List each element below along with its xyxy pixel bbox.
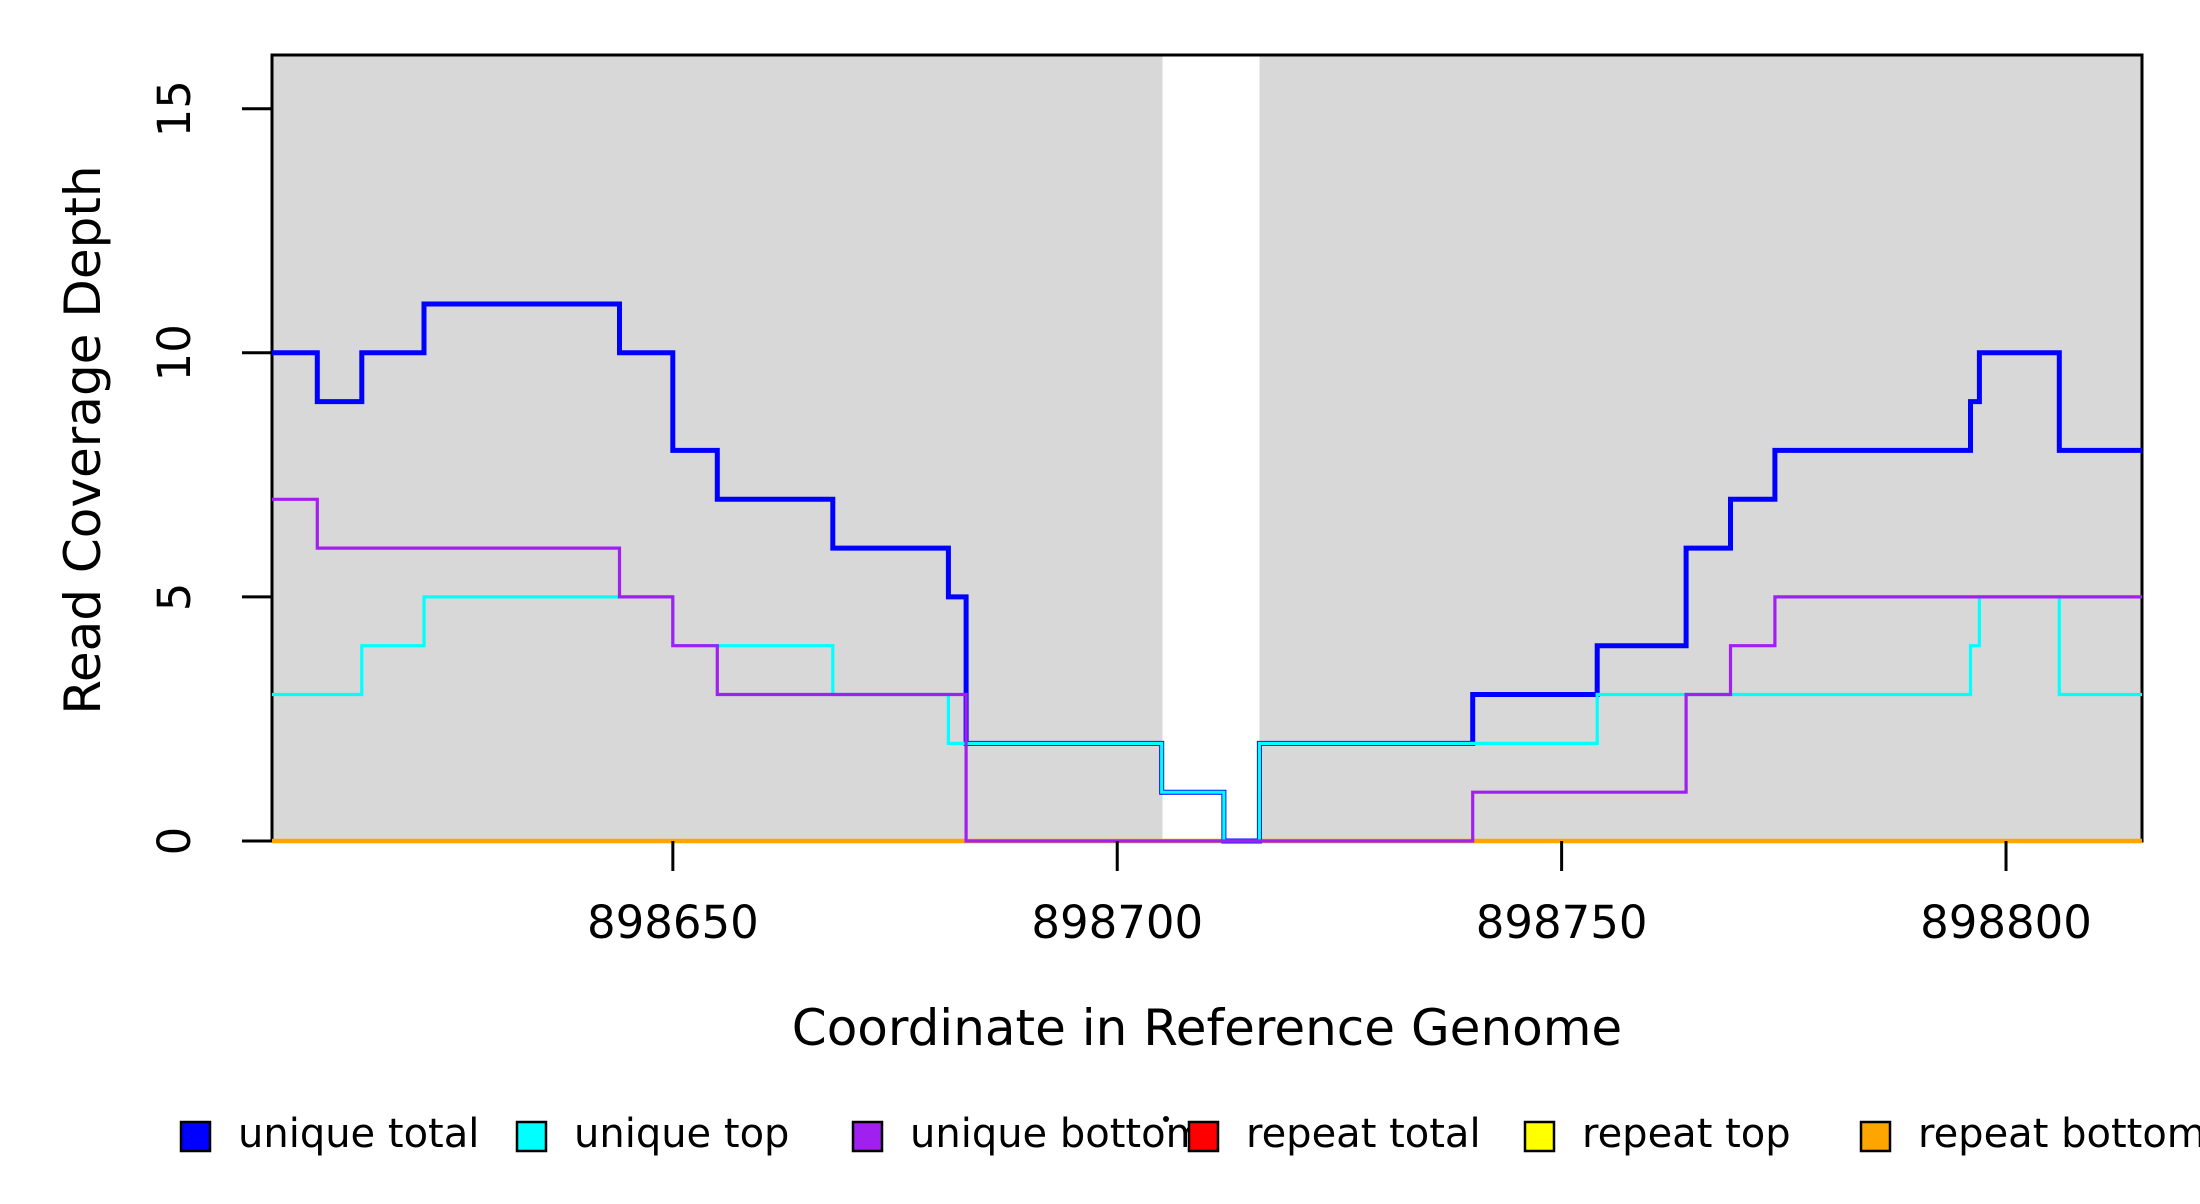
legend-label: repeat top: [1582, 1111, 1791, 1157]
y-tick-label: 10: [148, 324, 201, 381]
legend-item: repeat top: [1523, 1111, 1791, 1157]
stray-dot: [1163, 1116, 1169, 1122]
legend: unique total unique top unique bottom repea…: [179, 1111, 2200, 1157]
y-tick-label: 5: [148, 583, 201, 612]
legend-swatch-unique-top: [515, 1120, 548, 1153]
legend-swatch-unique-bottom: [851, 1120, 884, 1153]
legend-item: unique top: [515, 1111, 789, 1157]
legend-swatch-repeat-bottom: [1859, 1120, 1892, 1153]
unshaded-gap-region: [1162, 54, 1260, 842]
legend-item: unique bottom: [851, 1111, 1205, 1157]
y-tick-label: 0: [148, 827, 201, 856]
y-tick-label: 15: [148, 80, 201, 137]
legend-label: repeat bottom: [1918, 1111, 2200, 1157]
y-axis: 0 5 10 15: [148, 80, 272, 855]
x-tick-label: 898700: [1031, 896, 1203, 949]
y-axis-title: Read Coverage Depth: [54, 165, 112, 714]
legend-swatch-unique-total: [179, 1120, 212, 1153]
legend-item: unique total: [179, 1111, 479, 1157]
series-lines: [272, 301, 2142, 844]
legend-swatch-repeat-top: [1523, 1120, 1556, 1153]
legend-item: repeat bottom: [1859, 1111, 2200, 1157]
x-tick-label: 898650: [587, 896, 759, 949]
x-tick-label: 898750: [1476, 896, 1648, 949]
series-line-unique-bottom: [272, 497, 2142, 843]
x-axis: 898650 898700 898750 898800: [587, 841, 2092, 949]
legend-label: unique top: [574, 1111, 789, 1157]
legend-swatch-repeat-total: [1187, 1120, 1220, 1153]
x-axis-title: Coordinate in Reference Genome: [792, 999, 1622, 1057]
x-tick-label: 898800: [1920, 896, 2092, 949]
series-line-unique-top: [272, 595, 2142, 843]
legend-label: repeat total: [1246, 1111, 1481, 1157]
legend-item: repeat total: [1187, 1111, 1481, 1157]
legend-label: unique bottom: [910, 1111, 1205, 1157]
legend-label: unique total: [238, 1111, 479, 1157]
